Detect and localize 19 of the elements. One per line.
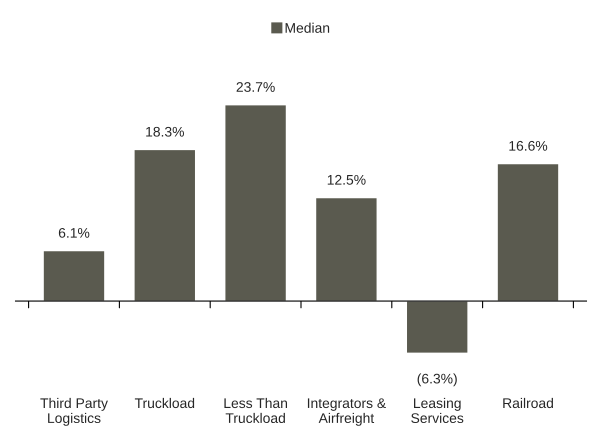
bar — [224, 104, 288, 302]
legend-label: Median — [286, 22, 330, 33]
x-tick-label: Truckload — [134, 398, 194, 408]
data-label: 12.5% — [328, 174, 366, 185]
x-tick-label: Third Party Logistics — [40, 398, 108, 426]
x-tick-label: Leasing Services — [411, 398, 464, 424]
x-tick-label: Integrators & Airfreight — [308, 398, 386, 426]
bar — [133, 148, 196, 302]
bar — [406, 300, 469, 354]
data-label: 6.1% — [58, 228, 90, 238]
bar — [496, 162, 560, 302]
data-label: 23.7% — [236, 82, 275, 92]
bar — [314, 196, 378, 302]
bar — [42, 250, 106, 302]
x-tick-label: Less Than Truckload — [224, 398, 288, 424]
data-label: (6.3%) — [418, 373, 457, 386]
x-tick-label: Railroad — [503, 398, 553, 408]
data-label: 16.6% — [509, 140, 548, 151]
data-label: 18.3% — [146, 126, 184, 137]
